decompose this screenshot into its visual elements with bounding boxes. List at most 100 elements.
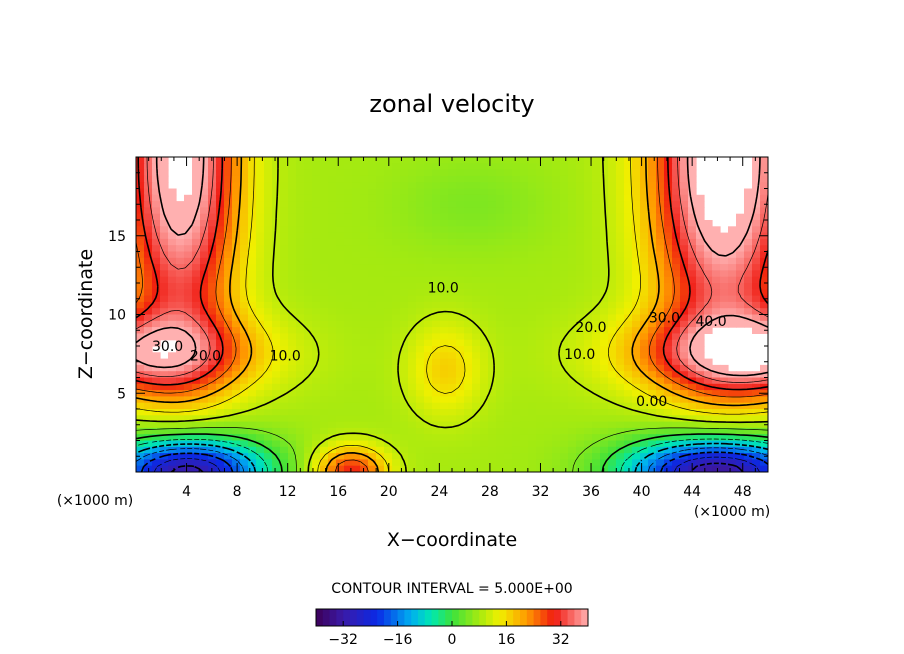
field-cell [424, 257, 433, 265]
field-cell [384, 390, 393, 397]
field-cell [456, 257, 465, 265]
field-cell [584, 289, 593, 297]
field-cell [552, 283, 561, 290]
field-cell [632, 320, 641, 328]
field-cell [312, 383, 321, 391]
field-cell [464, 301, 473, 309]
field-cell [424, 327, 433, 334]
field-cell [544, 220, 553, 227]
field-cell [392, 257, 401, 265]
field-cell [648, 396, 657, 404]
field-cell [584, 157, 593, 164]
field-cell [672, 213, 681, 221]
field-cell [200, 163, 209, 171]
field-cell [760, 270, 768, 278]
field-cell [432, 201, 441, 208]
field-cell [608, 383, 617, 391]
field-cell [272, 295, 281, 303]
field-cell [480, 453, 489, 460]
field-cell [136, 301, 145, 309]
field-cell [248, 232, 257, 240]
field-cell [416, 352, 425, 360]
field-cell [312, 314, 321, 322]
field-cell [624, 232, 633, 240]
field-cell [336, 245, 345, 253]
field-cell [352, 364, 361, 372]
field-cell [136, 276, 145, 284]
field-cell [496, 415, 505, 423]
field-cell [632, 301, 641, 309]
field-cell [608, 308, 617, 316]
field-cell [264, 289, 273, 297]
field-cell [208, 270, 217, 278]
field-cell [136, 182, 145, 190]
field-cell [288, 276, 297, 284]
field-cell [368, 371, 377, 379]
field-cell [480, 163, 489, 171]
field-cell [496, 308, 505, 316]
field-cell [440, 377, 449, 385]
field-cell [448, 201, 457, 208]
field-cell [536, 427, 545, 435]
field-cell [248, 289, 257, 297]
field-cell [400, 213, 409, 221]
field-cell [224, 364, 233, 372]
field-cell [232, 251, 241, 259]
field-cell [368, 220, 377, 227]
field-cell [560, 446, 569, 454]
field-cell [400, 320, 409, 328]
field-cell [624, 226, 633, 234]
field-cell [200, 434, 209, 442]
field-cell [552, 390, 561, 397]
field-cell [232, 396, 241, 404]
field-cell [304, 157, 313, 164]
field-cell [688, 283, 697, 290]
field-cell [320, 270, 329, 278]
field-cell [408, 346, 417, 353]
field-cell [480, 270, 489, 278]
field-cell [576, 320, 585, 328]
field-cell [680, 383, 689, 391]
field-cell [536, 308, 545, 316]
field-cell [528, 220, 537, 227]
field-cell [688, 213, 697, 221]
field-cell [544, 175, 553, 183]
field-cell [648, 346, 657, 353]
field-cell [672, 453, 681, 460]
field-cell [304, 409, 313, 416]
field-cell [248, 421, 257, 429]
field-cell [640, 352, 649, 360]
field-cell [672, 251, 681, 259]
field-cell [608, 320, 617, 328]
x-tick-label: 48 [734, 484, 752, 500]
field-cell [504, 201, 513, 208]
field-cell [688, 333, 697, 341]
field-cell [328, 440, 337, 448]
field-cell [312, 182, 321, 190]
field-cell [400, 257, 409, 265]
field-cell [136, 226, 145, 234]
field-cell [584, 257, 593, 265]
field-cell [304, 220, 313, 227]
field-cell [648, 459, 657, 467]
field-cell [208, 175, 217, 183]
field-cell [624, 169, 633, 177]
field-cell [560, 352, 569, 360]
field-cell [608, 182, 617, 190]
field-cell [304, 207, 313, 215]
field-cell [352, 175, 361, 183]
field-cell [512, 264, 521, 271]
field-cell [496, 232, 505, 240]
field-cell [648, 276, 657, 284]
field-cell [656, 276, 665, 284]
field-cell [592, 308, 601, 316]
field-cell [576, 276, 585, 284]
field-cell [392, 440, 401, 448]
field-cell [696, 333, 705, 341]
field-cell [656, 232, 665, 240]
field-cell [344, 446, 353, 454]
field-cell [568, 421, 577, 429]
field-cell [192, 295, 201, 303]
field-cell [328, 270, 337, 278]
field-cell [392, 364, 401, 372]
